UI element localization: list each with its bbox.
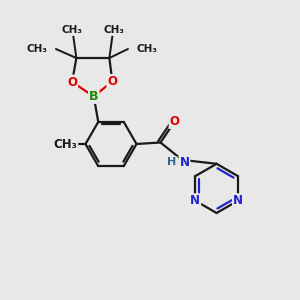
Text: N: N bbox=[179, 156, 190, 169]
Text: CH₃: CH₃ bbox=[61, 25, 82, 35]
Text: N: N bbox=[190, 194, 200, 207]
Text: O: O bbox=[169, 115, 180, 128]
Text: CH₃: CH₃ bbox=[136, 44, 158, 54]
Text: H: H bbox=[167, 157, 177, 167]
Text: O: O bbox=[107, 75, 117, 88]
Text: O: O bbox=[67, 76, 77, 88]
Text: CH₃: CH₃ bbox=[53, 137, 77, 151]
Text: N: N bbox=[233, 194, 243, 207]
Text: CH₃: CH₃ bbox=[103, 25, 124, 35]
Text: CH₃: CH₃ bbox=[27, 44, 48, 54]
Text: B: B bbox=[89, 90, 98, 103]
